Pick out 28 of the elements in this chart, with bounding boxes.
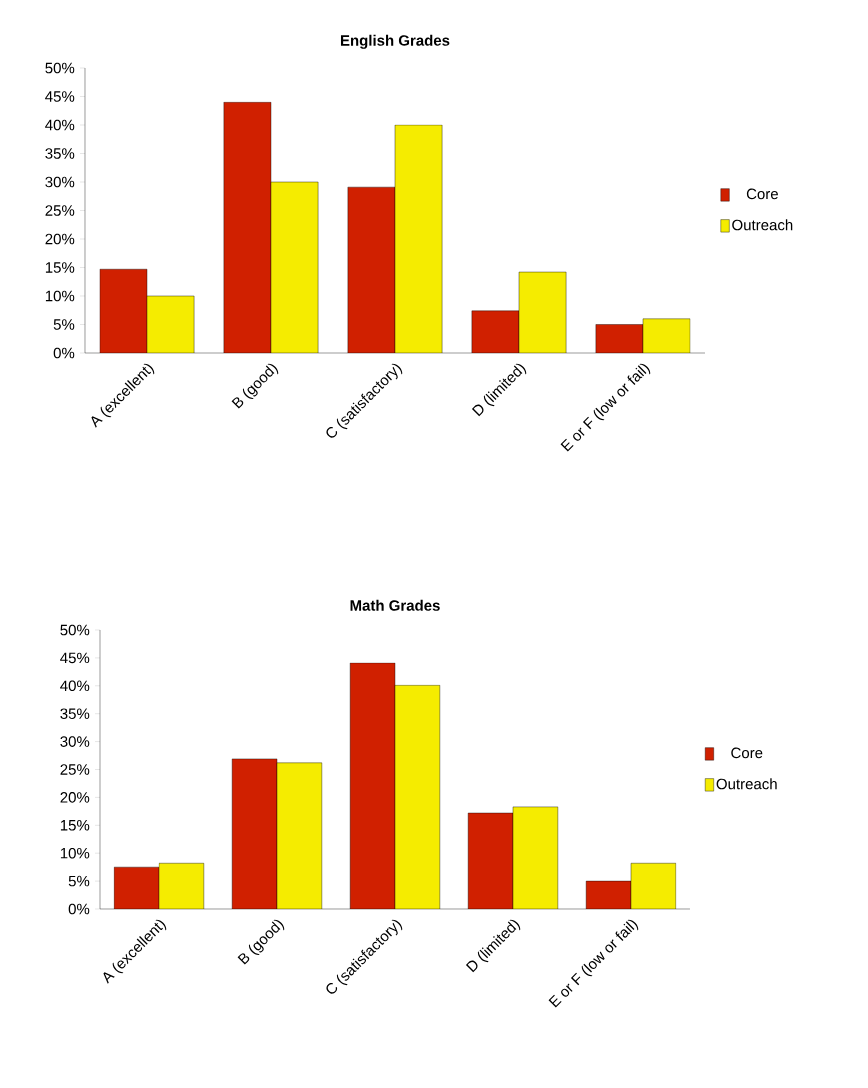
legend-label: Outreach bbox=[716, 778, 777, 790]
y-tick-label: 20% bbox=[60, 792, 90, 803]
y-tick-label: 45% bbox=[60, 652, 90, 664]
y-tick-label: 30% bbox=[60, 736, 90, 747]
legend-label: Core bbox=[731, 747, 763, 759]
y-tick-label: 45% bbox=[45, 91, 75, 102]
y-tick-label: 40% bbox=[45, 119, 75, 131]
chart-title: Math Grades bbox=[350, 599, 440, 611]
y-tick-label: 25% bbox=[45, 205, 75, 216]
legend-label: Outreach bbox=[732, 219, 793, 231]
y-tick-label: 10% bbox=[45, 290, 75, 302]
y-tick-label: 35% bbox=[60, 708, 90, 719]
y-tick-label: 30% bbox=[45, 176, 75, 188]
legend-label: Core bbox=[746, 188, 778, 200]
y-tick-label: 0% bbox=[68, 903, 90, 915]
y-tick-label: 20% bbox=[45, 233, 75, 245]
y-tick-label: 5% bbox=[68, 875, 90, 887]
y-tick-label: 35% bbox=[45, 148, 75, 159]
y-tick-label: 25% bbox=[60, 764, 90, 775]
y-tick-label: 50% bbox=[45, 62, 75, 74]
y-tick-label: 10% bbox=[60, 847, 90, 859]
y-tick-label: 50% bbox=[60, 624, 90, 636]
y-tick-label: 15% bbox=[45, 262, 75, 273]
y-tick-label: 15% bbox=[60, 820, 90, 831]
y-tick-label: 0% bbox=[53, 347, 75, 359]
y-tick-label: 40% bbox=[60, 680, 90, 692]
chart-title: English Grades bbox=[340, 34, 450, 49]
y-tick-label: 5% bbox=[53, 319, 75, 330]
